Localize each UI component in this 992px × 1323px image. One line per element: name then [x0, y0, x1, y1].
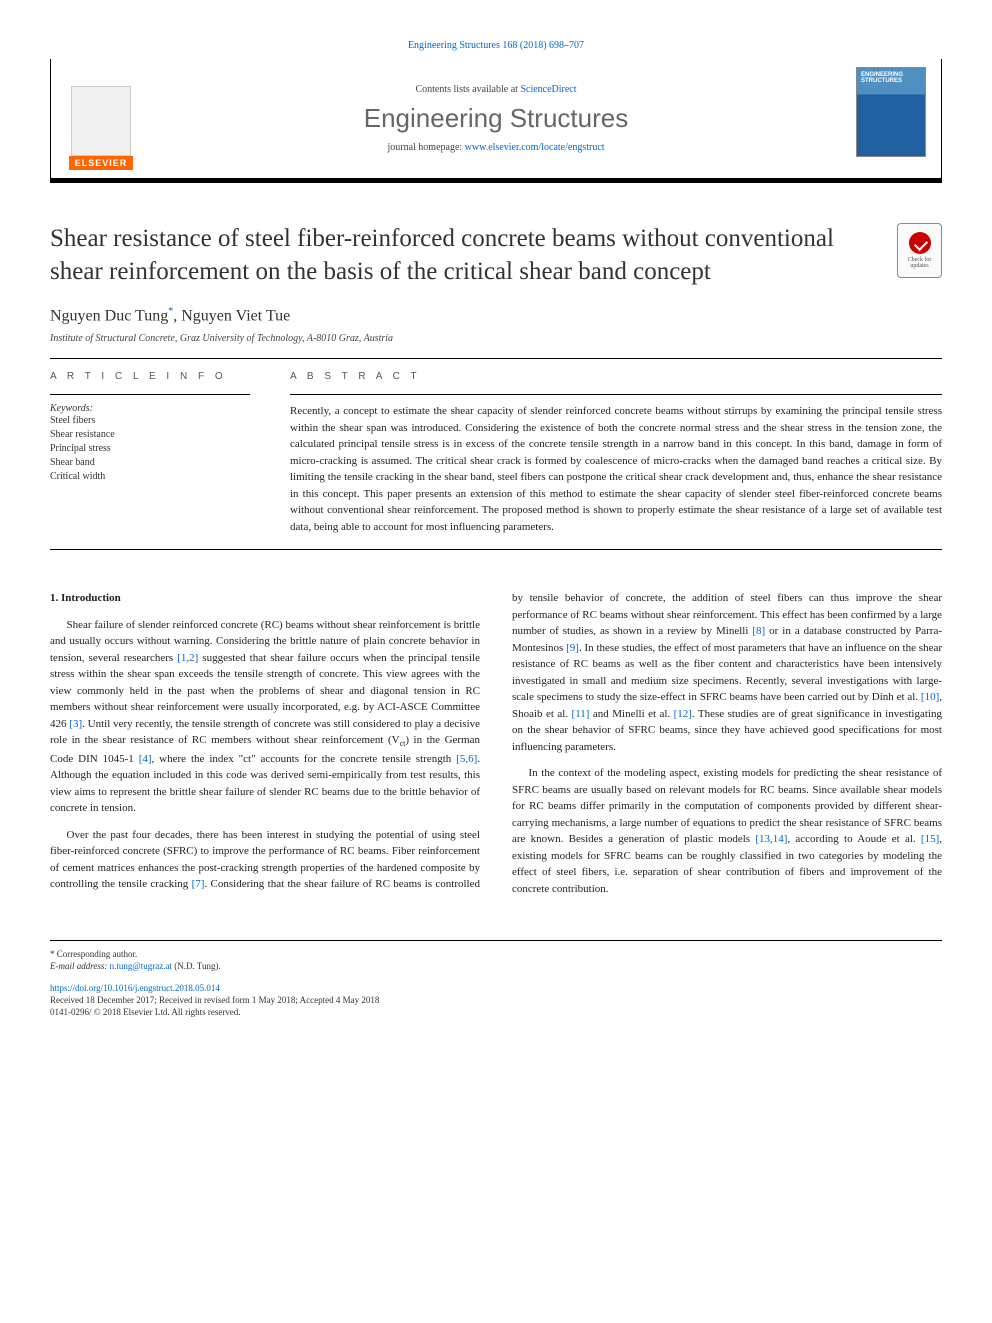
- corresponding-note: * Corresponding author.: [50, 949, 942, 959]
- email-suffix: (N.D. Tung).: [172, 961, 221, 971]
- received-line: Received 18 December 2017; Received in r…: [50, 995, 942, 1005]
- cite-3[interactable]: [3]: [69, 718, 82, 730]
- journal-name: Engineering Structures: [364, 103, 628, 134]
- email-line: E-mail address: n.tung@tugraz.at (N.D. T…: [50, 961, 942, 971]
- contents-prefix: Contents lists available at: [415, 84, 520, 95]
- authors-line: Nguyen Duc Tung*, Nguyen Viet Tue: [50, 306, 942, 325]
- header-center: Contents lists available at ScienceDirec…: [151, 59, 841, 178]
- article-info-heading: A R T I C L E I N F O: [50, 371, 250, 382]
- body-para-1: Shear failure of slender reinforced conc…: [50, 617, 480, 817]
- journal-thumb-label: ENGINEERING STRUCTURES: [861, 72, 925, 84]
- article-info-col: A R T I C L E I N F O Keywords: Steel fi…: [50, 371, 250, 535]
- keyword: Steel fibers: [50, 414, 250, 428]
- divider-top: [50, 358, 942, 359]
- article-info-rule: [50, 394, 250, 395]
- keyword: Shear band: [50, 456, 250, 470]
- cite-9[interactable]: [9]: [566, 642, 579, 654]
- body-para-3: In the context of the modeling aspect, e…: [512, 765, 942, 897]
- doi-link[interactable]: https://doi.org/10.1016/j.engstruct.2018…: [50, 983, 942, 993]
- homepage-line: journal homepage: www.elsevier.com/locat…: [387, 142, 604, 153]
- divider-bottom: [50, 549, 942, 550]
- keyword: Shear resistance: [50, 428, 250, 442]
- cite-12[interactable]: [12]: [674, 708, 692, 720]
- journal-thumbnail-container: ENGINEERING STRUCTURES: [841, 59, 941, 178]
- elsevier-tree-icon: [71, 86, 131, 156]
- article-title: Shear resistance of steel fiber-reinforc…: [50, 223, 867, 288]
- homepage-link[interactable]: www.elsevier.com/locate/engstruct: [465, 142, 605, 153]
- cite-7[interactable]: [7]: [192, 878, 205, 890]
- homepage-prefix: journal homepage:: [387, 142, 464, 153]
- copyright-line: 0141-0296/ © 2018 Elsevier Ltd. All righ…: [50, 1007, 942, 1017]
- cite-5-6[interactable]: [5,6]: [456, 753, 477, 765]
- cite-13-14[interactable]: [13,14]: [755, 833, 787, 845]
- cite-4[interactable]: [4]: [139, 753, 152, 765]
- top-citation[interactable]: Engineering Structures 168 (2018) 698–70…: [50, 40, 942, 51]
- check-circle-icon: [909, 232, 931, 254]
- check-text: Check forupdates: [908, 257, 932, 269]
- affiliation: Institute of Structural Concrete, Graz U…: [50, 333, 942, 344]
- email-label: E-mail address:: [50, 961, 110, 971]
- email-link[interactable]: n.tung@tugraz.at: [110, 961, 172, 971]
- header-rule: [50, 178, 942, 183]
- journal-cover-thumbnail[interactable]: ENGINEERING STRUCTURES: [856, 67, 926, 157]
- keyword: Principal stress: [50, 442, 250, 456]
- keywords-list: Steel fibers Shear resistance Principal …: [50, 414, 250, 484]
- body-section: 1. Introduction Shear failure of slender…: [50, 590, 942, 900]
- cite-10[interactable]: [10]: [921, 691, 939, 703]
- abstract-col: A B S T R A C T Recently, a concept to e…: [290, 371, 942, 535]
- journal-header: ELSEVIER Contents lists available at Sci…: [50, 59, 942, 179]
- abstract-heading: A B S T R A C T: [290, 371, 942, 382]
- abstract-rule: [290, 394, 942, 395]
- contents-line: Contents lists available at ScienceDirec…: [415, 84, 576, 95]
- footer: * Corresponding author. E-mail address: …: [50, 940, 942, 1017]
- cite-11[interactable]: [11]: [572, 708, 590, 720]
- cite-8[interactable]: [8]: [752, 625, 765, 637]
- cite-15[interactable]: [15]: [921, 833, 939, 845]
- elsevier-text: ELSEVIER: [69, 156, 134, 170]
- check-updates-badge[interactable]: Check forupdates: [897, 223, 942, 278]
- elsevier-logo[interactable]: ELSEVIER: [61, 70, 141, 170]
- author-1[interactable]: Nguyen Duc Tung: [50, 307, 168, 324]
- author-2[interactable]: , Nguyen Viet Tue: [173, 307, 290, 324]
- abstract-text: Recently, a concept to estimate the shea…: [290, 403, 942, 535]
- publisher-logo-container: ELSEVIER: [51, 59, 151, 178]
- keyword: Critical width: [50, 470, 250, 484]
- sciencedirect-link[interactable]: ScienceDirect: [520, 84, 576, 95]
- keywords-label: Keywords:: [50, 403, 250, 414]
- title-row: Shear resistance of steel fiber-reinforc…: [50, 223, 942, 288]
- info-abstract-row: A R T I C L E I N F O Keywords: Steel fi…: [50, 371, 942, 535]
- cite-1-2[interactable]: [1,2]: [177, 652, 198, 664]
- intro-heading: 1. Introduction: [50, 590, 480, 607]
